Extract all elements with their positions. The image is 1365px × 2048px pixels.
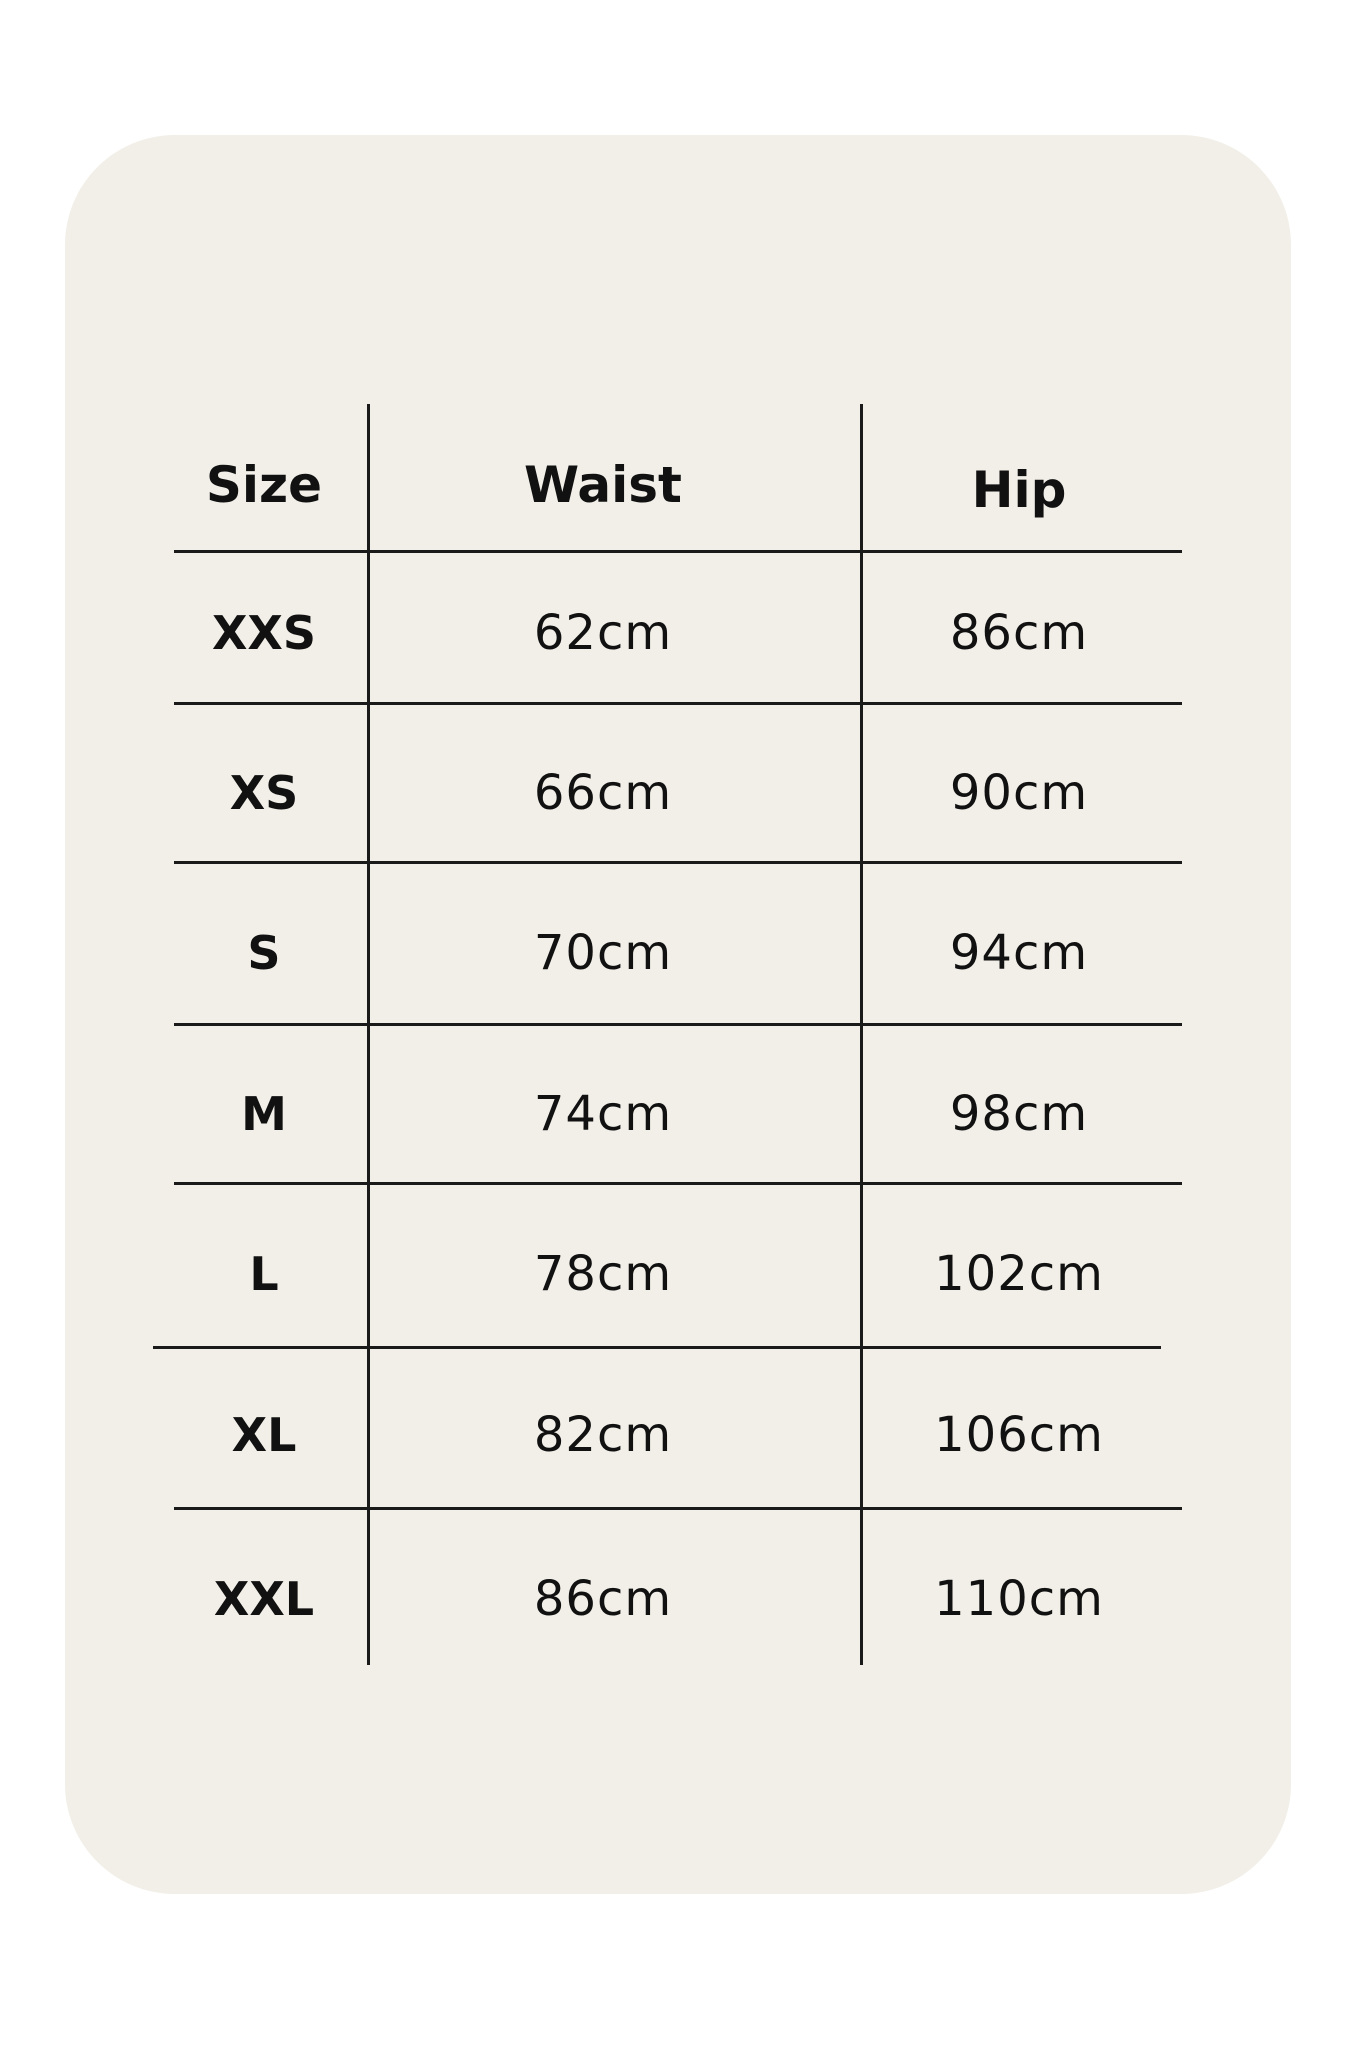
hip-cell: 94cm: [949, 925, 1089, 981]
hip-cell: 90cm: [949, 765, 1089, 821]
header-waist: Waist: [524, 456, 682, 514]
row-divider: [174, 1182, 1182, 1185]
row-divider: [174, 1507, 1182, 1510]
row-divider: [174, 861, 1182, 864]
size-cell: M: [241, 1087, 287, 1141]
row-divider: [153, 1346, 1161, 1349]
size-cell: S: [247, 926, 281, 980]
hip-cell: 102cm: [934, 1246, 1104, 1302]
header-hip: Hip: [971, 461, 1067, 519]
size-cell: L: [249, 1247, 279, 1301]
column-divider: [860, 404, 863, 1665]
row-divider: [174, 1023, 1182, 1026]
waist-cell: 74cm: [533, 1086, 673, 1142]
waist-cell: 70cm: [533, 925, 673, 981]
waist-cell: 82cm: [533, 1407, 673, 1463]
hip-cell: 106cm: [934, 1407, 1104, 1463]
size-chart-card: [65, 135, 1291, 1894]
hip-cell: 86cm: [949, 605, 1089, 661]
size-cell: XXL: [213, 1572, 315, 1626]
hip-cell: 98cm: [949, 1086, 1089, 1142]
waist-cell: 86cm: [533, 1571, 673, 1627]
waist-cell: 78cm: [533, 1246, 673, 1302]
size-cell: XXS: [211, 606, 317, 660]
row-divider: [174, 550, 1182, 553]
size-cell: XS: [229, 766, 299, 820]
header-size: Size: [205, 456, 323, 514]
column-divider: [367, 404, 370, 1665]
waist-cell: 66cm: [533, 765, 673, 821]
hip-cell: 110cm: [934, 1571, 1104, 1627]
waist-cell: 62cm: [533, 605, 673, 661]
size-cell: XL: [231, 1408, 297, 1462]
row-divider: [174, 702, 1182, 705]
